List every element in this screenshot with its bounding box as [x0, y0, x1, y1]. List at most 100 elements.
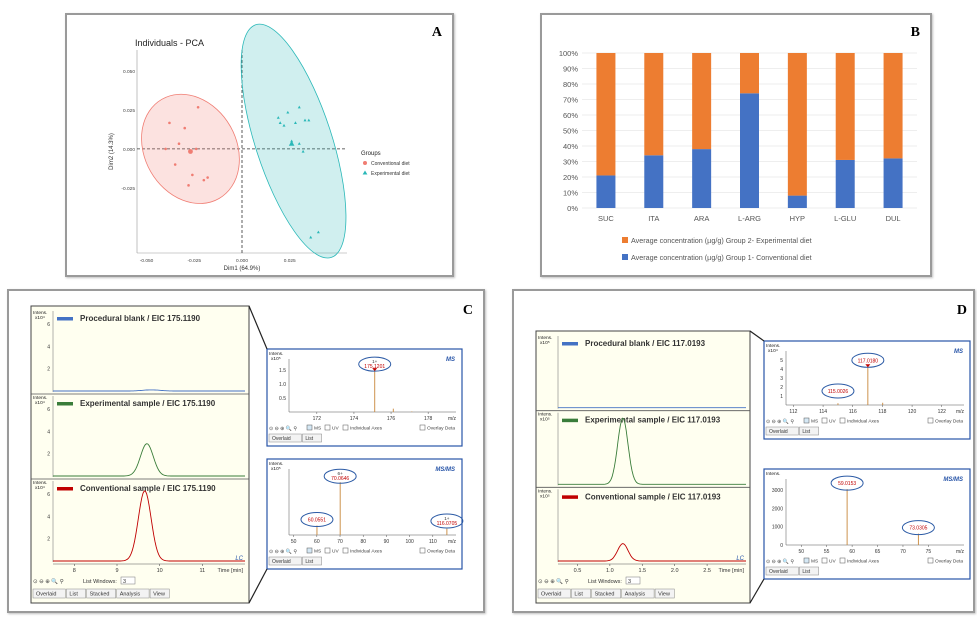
ms-window — [763, 340, 971, 440]
chromatogram-trace — [558, 417, 746, 485]
peak-marker — [865, 364, 871, 368]
ms-option-label: MS — [811, 559, 818, 565]
data-point — [173, 163, 177, 166]
trace-label: Conventional sample / EIC 175.1190 — [80, 484, 216, 493]
ms-view-tab[interactable] — [765, 566, 799, 576]
ms-view-tab[interactable] — [268, 556, 302, 566]
view-tab-label: Stacked — [595, 592, 615, 598]
view-tab[interactable] — [86, 588, 116, 599]
ms-view-tab[interactable] — [799, 566, 819, 576]
ms-option-label: Individual Axes — [350, 549, 383, 555]
ms-y-unit: Intens. — [766, 471, 780, 477]
data-point — [309, 235, 313, 239]
ms-option-checkbox[interactable] — [324, 547, 331, 554]
view-tab[interactable] — [571, 588, 591, 599]
y-tick-label: 70% — [563, 96, 578, 105]
ms-option-checkbox[interactable] — [342, 424, 349, 431]
peak-mz-label: 73.0305 — [909, 526, 927, 532]
ms-view-tab-label: List — [802, 569, 810, 575]
data-point — [183, 126, 187, 130]
panel-d: D Intens. x10⁵ Procedural blank / EIC 117.… — [512, 289, 975, 613]
ms-option-checkbox[interactable] — [803, 557, 810, 564]
ms-mode-label: MS — [446, 357, 455, 363]
view-tab[interactable] — [591, 588, 621, 599]
ms-option-checkbox[interactable] — [306, 547, 313, 554]
peak-highlight-ellipse — [323, 468, 357, 484]
trace-label: Experimental sample / EIC 175.1190 — [80, 399, 216, 408]
chromatogram-trace — [558, 543, 746, 562]
y-tick-label: 50% — [563, 127, 578, 136]
bar-segment — [692, 149, 712, 208]
ms-option-checkbox[interactable] — [927, 557, 934, 564]
ms-x-tick-label: 176 — [387, 416, 396, 422]
ms-y-tick: 1.5 — [279, 368, 286, 374]
confidence-ellipse — [141, 93, 240, 204]
list-windows-value: 3 — [628, 579, 631, 585]
ms-option-checkbox[interactable] — [821, 557, 828, 564]
ms-option-label: MS — [314, 426, 321, 432]
peak-mz-label: 175.1201 — [364, 364, 385, 370]
ms-view-tab[interactable] — [302, 556, 322, 566]
ms-option-checkbox[interactable] — [419, 547, 426, 554]
ms-option-checkbox[interactable] — [839, 557, 846, 564]
ms-option-checkbox[interactable] — [306, 424, 313, 431]
trace-y-tick: 2 — [47, 537, 50, 543]
ms-view-tab[interactable] — [765, 426, 799, 436]
trace-y-tick: 6 — [47, 322, 50, 328]
ms-y-tick: 2000 — [772, 506, 783, 512]
peak-mz-label: 60.0551 — [308, 517, 326, 523]
view-tab[interactable] — [654, 588, 675, 599]
zoom-connector — [248, 305, 268, 350]
ms-option-checkbox[interactable] — [839, 417, 846, 424]
x-tick-label: 0.025 — [284, 258, 296, 264]
trace-y-tick: 6 — [47, 492, 50, 498]
peak-highlight-ellipse — [821, 383, 855, 399]
time-tick-label: 11 — [199, 568, 205, 574]
view-tab[interactable] — [116, 588, 150, 599]
view-tab[interactable] — [66, 588, 86, 599]
ms-option-checkbox[interactable] — [419, 424, 426, 431]
y-tick-label: 0.050 — [123, 69, 135, 75]
list-windows-input[interactable] — [120, 576, 136, 585]
data-point — [206, 176, 209, 179]
ms-option-checkbox[interactable] — [803, 417, 810, 424]
ms-toolbar-icons: ⊙ ⊖ ⊕ 🔍 ⚲ — [766, 558, 794, 565]
ms-view-tab[interactable] — [268, 433, 302, 443]
data-point — [282, 123, 286, 127]
ms-option-label: Overlay Deta — [427, 549, 455, 555]
ms-window — [266, 458, 463, 570]
pca-plot: Individuals - PCA -0.050 -0.025 0.000 0.025 0… — [109, 23, 410, 272]
peak-highlight-ellipse — [300, 511, 334, 527]
ms-option-label: Overlay Deta — [935, 559, 963, 565]
trace-y-unit: Intens. — [538, 335, 552, 341]
ms-view-tab[interactable] — [799, 426, 819, 436]
ms-mode-label: MS/MS — [943, 477, 963, 483]
toolbar-icons: ⊙ ⊖ ⊕ 🔍 ⚲ — [538, 577, 569, 585]
time-tick-label: 1.5 — [638, 568, 646, 574]
list-windows-input[interactable] — [625, 576, 641, 585]
ms-view-tab[interactable] — [302, 433, 322, 443]
ms-option-checkbox[interactable] — [927, 417, 934, 424]
ms-y-exponent: x10⁵ — [271, 466, 281, 472]
ms-option-checkbox[interactable] — [324, 424, 331, 431]
ms-view-tab-label: List — [305, 436, 313, 442]
toolbar-icons: ⊙ ⊖ ⊕ 🔍 ⚲ — [33, 577, 64, 585]
view-tab[interactable] — [621, 588, 655, 599]
panel-a: A Individuals - PCA -0.050 -0.025 0.000 0.02… — [65, 13, 454, 277]
ms-view-tab-label: Overlaid — [769, 429, 788, 435]
data-point — [177, 142, 181, 145]
view-tab[interactable] — [537, 588, 571, 599]
ms-option-checkbox[interactable] — [342, 547, 349, 554]
view-tab[interactable] — [32, 588, 66, 599]
ms-y-unit: Intens. — [269, 351, 283, 357]
y-tick-label: 100% — [559, 49, 579, 58]
ms-x-tick-label: 122 — [938, 409, 947, 415]
ms-option-checkbox[interactable] — [821, 417, 828, 424]
view-tab[interactable] — [149, 588, 170, 599]
y-axis-label: Dim2 (14.3%) — [109, 133, 115, 170]
lc-label: LC — [736, 556, 744, 562]
ms-x-tick-label: 118 — [878, 409, 886, 415]
legend-label: Average concentration (µg/g) Group 1- Co… — [631, 253, 812, 262]
ms-y-tick: 0 — [780, 543, 783, 549]
bar-segment — [596, 53, 616, 176]
